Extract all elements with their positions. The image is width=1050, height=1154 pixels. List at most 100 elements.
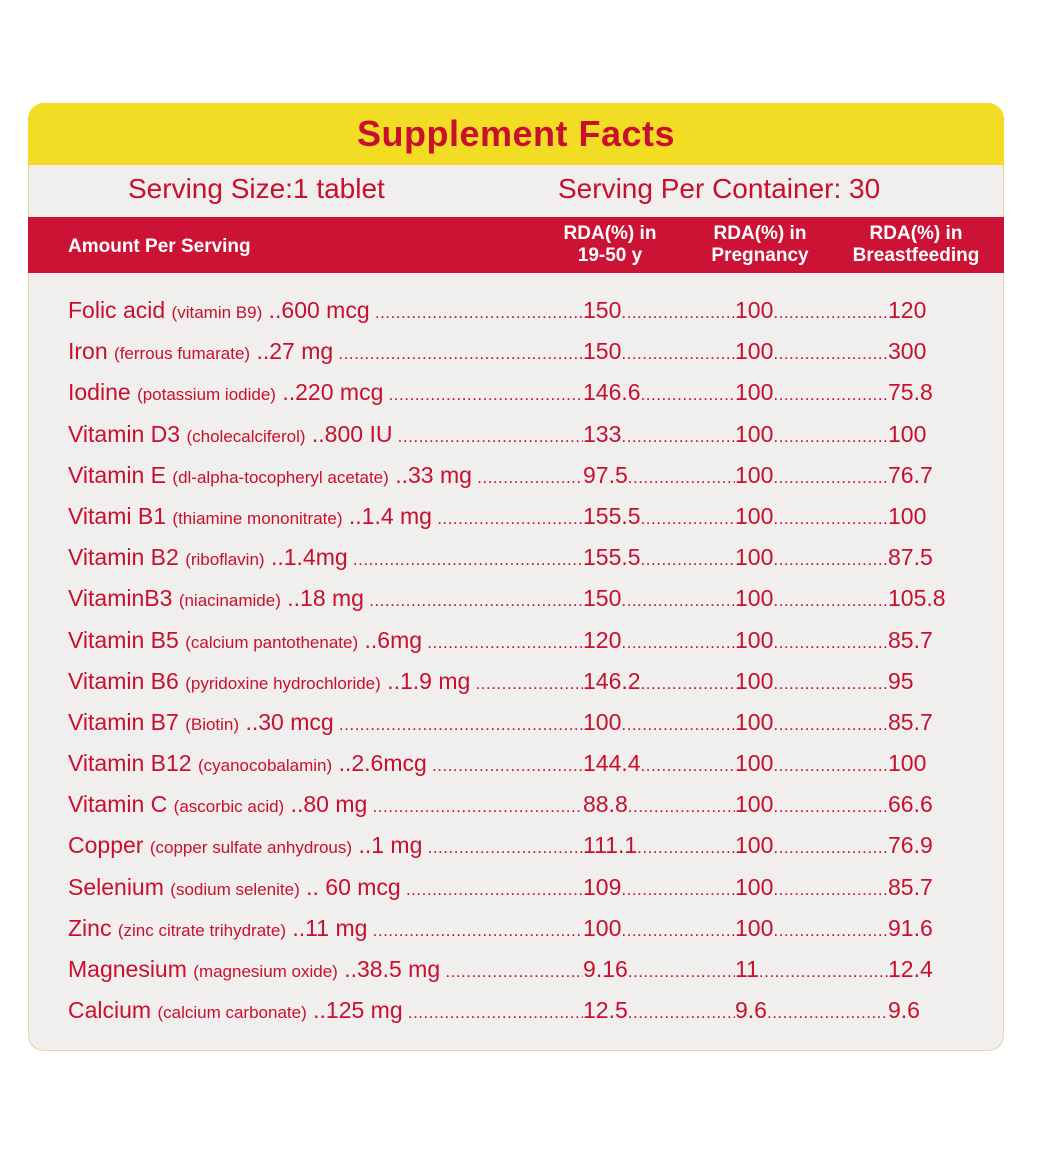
rda-breastfeeding-value: 76.9 — [888, 832, 933, 859]
leader-dots: ........................................… — [773, 550, 888, 570]
leader-dots: ........................................… — [773, 673, 888, 693]
rda-pregnancy-value-cell: 100.....................................… — [735, 828, 888, 865]
leader-dots: ........................................… — [445, 962, 583, 981]
nutrient-cell: Iodine (potassium iodide) ..220 mcg ....… — [68, 375, 583, 412]
leader-dots: ........................................… — [621, 632, 735, 652]
rda-breastfeeding-value: 95 — [888, 667, 914, 694]
rda-breastfeeding-value: 9.6 — [888, 997, 920, 1024]
table-row: Vitamin D3 (cholecalciferol) ..800 IU ..… — [28, 417, 1004, 458]
leader-dots: ........................................… — [627, 962, 735, 981]
table-row: Vitamin B7 (Biotin) ..30 mcg ...........… — [28, 705, 1004, 746]
rda-pregnancy-value-cell: 100.....................................… — [735, 705, 888, 742]
table-row: Vitamin B6 (pyridoxine hydrochloride) ..… — [28, 664, 1004, 705]
nutrient-amount: ..1.4 mg — [348, 502, 432, 529]
leader-dots: ........................................… — [477, 467, 583, 487]
table-row: Magnesium (magnesium oxide) ..38.5 mg ..… — [28, 952, 1004, 993]
nutrient-source: (pyridoxine hydrochloride) — [185, 673, 381, 693]
rda-breastfeeding-value: 12.4 — [888, 956, 933, 982]
leader-dots: ........................................… — [369, 591, 583, 611]
header-rda-adult: RDA(%) in 19-50 y — [540, 223, 680, 267]
nutrient-source: (ferrous fumarate) — [114, 344, 251, 364]
rda-breastfeeding-value-cell: 100 — [888, 499, 1000, 533]
rda-pregnancy-value-cell: 100.....................................… — [735, 581, 888, 618]
nutrient-source: (cyanocobalamin) — [197, 756, 333, 776]
rda-pregnancy-value: 100 — [735, 708, 774, 735]
rda-pregnancy-value: 100 — [735, 832, 774, 859]
leader-dots: ........................................… — [640, 508, 735, 528]
rda-pregnancy-value-cell: 100.....................................… — [735, 664, 888, 701]
rda-breastfeeding-value-cell: 87.5 — [888, 540, 1000, 574]
nutrient-source: (zinc citrate trihydrate) — [117, 920, 287, 940]
rda-pregnancy-value-cell: 100.....................................… — [735, 499, 888, 536]
rda-pregnancy-value: 100 — [735, 873, 774, 900]
nutrient-amount: ..33 mg — [395, 461, 472, 488]
table-row: Zinc (zinc citrate trihydrate) ..11 mg .… — [28, 911, 1004, 952]
rda-adult-value-cell: 97.5....................................… — [583, 458, 735, 495]
rda-adult-value: 9.16 — [583, 956, 628, 982]
rda-pregnancy-value: 100 — [735, 626, 774, 653]
rda-adult-value-cell: 150.....................................… — [583, 293, 735, 330]
table-row: Vitamin E (dl-alpha-tocopheryl acetate) … — [28, 458, 1004, 499]
table-row: Vitamin B12 (cyanocobalamin) ..2.6mcg ..… — [28, 746, 1004, 787]
serving-info: Serving Size:1 tablet Serving Per Contai… — [28, 165, 1004, 217]
nutrient-name: VitaminB3 — [68, 585, 173, 612]
rda-breastfeeding-value: 100 — [888, 750, 927, 777]
rda-pregnancy-value-cell: 100.....................................… — [735, 540, 888, 577]
rda-breastfeeding-value: 120 — [888, 297, 927, 323]
table-row: Vitami B1 (thiamine mononitrate) ..1.4 m… — [28, 499, 1004, 540]
rda-pregnancy-value: 100 — [735, 420, 774, 447]
rda-pregnancy-value-cell: 100.....................................… — [735, 417, 888, 454]
leader-dots: ........................................… — [437, 508, 583, 528]
rda-adult-value: 155.5 — [583, 544, 641, 571]
rda-adult-value-cell: 155.5...................................… — [583, 499, 735, 536]
rda-adult-value-cell: 100.....................................… — [583, 911, 735, 948]
leader-dots: ........................................… — [773, 426, 888, 446]
rda-adult-value-cell: 12.5....................................… — [583, 993, 735, 1030]
leader-dots: ........................................… — [397, 426, 583, 446]
nutrient-name: Calcium — [68, 997, 152, 1024]
nutrient-name: Vitamin B6 — [68, 667, 179, 694]
rda-pregnancy-value-cell: 100.....................................… — [735, 334, 888, 371]
leader-dots: ........................................… — [773, 385, 888, 405]
nutrient-name: Zinc — [68, 914, 112, 941]
table-row: Copper (copper sulfate anhydrous) ..1 mg… — [28, 828, 1004, 869]
leader-dots: ........................................… — [427, 838, 583, 858]
nutrient-source: (thiamine mononitrate) — [172, 508, 343, 528]
leader-dots: ........................................… — [773, 632, 888, 652]
rda-pregnancy-value: 100 — [735, 379, 774, 406]
leader-dots: ........................................… — [372, 797, 583, 817]
nutrient-source: (calcium carbonate) — [157, 1003, 307, 1023]
rda-breastfeeding-value: 91.6 — [888, 914, 933, 941]
nutrient-amount: ..1 mg — [358, 832, 423, 859]
nutrient-source: (niacinamide) — [178, 591, 281, 611]
nutrient-cell: Vitamin B7 (Biotin) ..30 mcg ...........… — [68, 705, 583, 742]
rda-pregnancy-value-cell: 9.6.....................................… — [735, 993, 888, 1030]
leader-dots: ........................................… — [773, 591, 888, 611]
leader-dots: ........................................… — [427, 632, 583, 652]
nutrient-cell: Folic acid (vitamin B9) ..600 mcg ......… — [68, 293, 583, 330]
nutrient-source: (calcium pantothenate) — [185, 632, 359, 652]
rda-breastfeeding-value: 105.8 — [888, 585, 946, 612]
nutrient-cell: Vitamin B2 (riboflavin) ..1.4mg ........… — [68, 540, 583, 577]
rda-adult-value: 97.5 — [583, 461, 628, 488]
rda-adult-value-cell: 120.....................................… — [583, 623, 735, 660]
header-rda-pregnancy: RDA(%) in Pregnancy — [690, 223, 830, 267]
rda-adult-value: 88.8 — [583, 791, 628, 818]
nutrient-source: (potassium iodide) — [137, 385, 276, 405]
leader-dots: ........................................… — [388, 385, 583, 405]
rda-breastfeeding-value: 100 — [888, 502, 927, 529]
rda-pregnancy-value-cell: 100.....................................… — [735, 746, 888, 783]
header-amount-per-serving: Amount Per Serving — [68, 236, 251, 257]
leader-dots: ........................................… — [773, 508, 888, 528]
serving-per-container: Serving Per Container: 30 — [558, 173, 881, 204]
nutrient-table: Folic acid (vitamin B9) ..600 mcg ......… — [28, 293, 1004, 1034]
leader-dots: ........................................… — [640, 385, 735, 405]
rda-adult-value-cell: 88.8....................................… — [583, 787, 735, 824]
leader-dots: ........................................… — [432, 756, 583, 776]
nutrient-source: (cholecalciferol) — [186, 426, 306, 446]
leader-dots: ........................................… — [640, 756, 735, 776]
leader-dots: ........................................… — [773, 920, 888, 940]
nutrient-amount: ..11 mg — [292, 914, 368, 941]
rda-breastfeeding-value-cell: 100 — [888, 746, 1000, 780]
nutrient-cell: Zinc (zinc citrate trihydrate) ..11 mg .… — [68, 911, 583, 948]
